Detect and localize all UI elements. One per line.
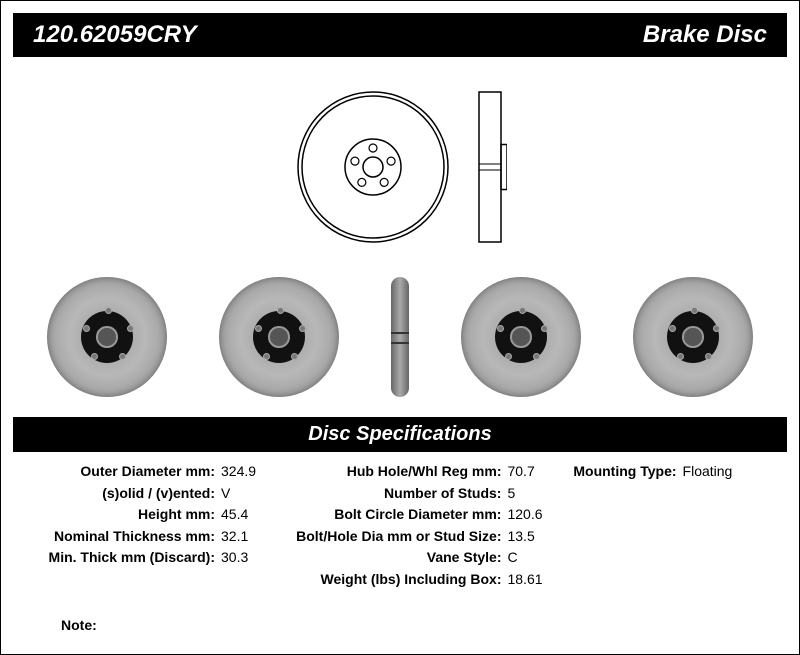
header-bar: 120.62059CRY Brake Disc	[13, 13, 787, 57]
spec-row: Nominal Thickness mm:32.1	[21, 527, 257, 547]
rotor-face-photo	[633, 277, 753, 397]
spec-value: 5	[507, 484, 542, 504]
spec-label: Bolt/Hole Dia mm or Stud Size:	[257, 527, 507, 547]
part-number: 120.62059CRY	[33, 21, 197, 49]
section-title: Disc Specifications	[308, 423, 491, 445]
rotor-edge-photo	[391, 277, 409, 397]
spec-column-2: Hub Hole/Whl Reg mm:70.7Number of Studs:…	[257, 462, 542, 592]
rotor-face-photo	[47, 277, 167, 397]
spec-label: Height mm:	[21, 505, 221, 525]
spec-column-1: Outer Diameter mm:324.9(s)olid / (v)ente…	[21, 462, 257, 592]
spec-row: (s)olid / (v)ented:V	[21, 484, 257, 504]
spec-label: Min. Thick mm (Discard):	[21, 548, 221, 568]
spec-value: 13.5	[507, 527, 542, 547]
spec-row: Bolt/Hole Dia mm or Stud Size:13.5	[257, 527, 542, 547]
spec-table: Outer Diameter mm:324.9(s)olid / (v)ente…	[1, 452, 799, 592]
spec-column-3: Mounting Type:Floating	[543, 462, 779, 592]
spec-value: 32.1	[221, 527, 257, 547]
spec-label: Mounting Type:	[543, 462, 683, 482]
spec-value: 70.7	[507, 462, 542, 482]
spec-label: (s)olid / (v)ented:	[21, 484, 221, 504]
spec-row: Height mm:45.4	[21, 505, 257, 525]
spec-value: C	[507, 548, 542, 568]
spec-label: Nominal Thickness mm:	[21, 527, 221, 547]
spec-label: Number of Studs:	[257, 484, 507, 504]
spec-row: Weight (lbs) Including Box:18.61	[257, 570, 542, 590]
technical-drawing	[1, 57, 799, 267]
spec-row: Min. Thick mm (Discard):30.3	[21, 548, 257, 568]
rotor-photo-row	[1, 267, 799, 417]
rotor-front-drawing	[293, 87, 453, 247]
spec-row: Hub Hole/Whl Reg mm:70.7	[257, 462, 542, 482]
spec-row: Vane Style:C	[257, 548, 542, 568]
rotor-face-photo	[461, 277, 581, 397]
spec-value: 120.6	[507, 505, 542, 525]
spec-value: 18.61	[507, 570, 542, 590]
rotor-face-photo	[219, 277, 339, 397]
spec-row: Number of Studs:5	[257, 484, 542, 504]
spec-value: V	[221, 484, 257, 504]
spec-label: Outer Diameter mm:	[21, 462, 221, 482]
spec-label: Vane Style:	[257, 548, 507, 568]
spec-label: Weight (lbs) Including Box:	[257, 570, 507, 590]
section-title-bar: Disc Specifications	[13, 417, 787, 452]
spec-row: Outer Diameter mm:324.9	[21, 462, 257, 482]
note-label: Note:	[61, 617, 97, 633]
spec-row: Bolt Circle Diameter mm:120.6	[257, 505, 542, 525]
spec-value: Floating	[683, 462, 779, 482]
spec-value: 324.9	[221, 462, 257, 482]
spec-row: Mounting Type:Floating	[543, 462, 779, 482]
rotor-side-drawing	[473, 87, 507, 247]
spec-label: Bolt Circle Diameter mm:	[257, 505, 507, 525]
note-row: Note:	[1, 592, 799, 643]
product-type: Brake Disc	[643, 21, 767, 49]
spec-value: 30.3	[221, 548, 257, 568]
spec-value: 45.4	[221, 505, 257, 525]
spec-label: Hub Hole/Whl Reg mm:	[257, 462, 507, 482]
